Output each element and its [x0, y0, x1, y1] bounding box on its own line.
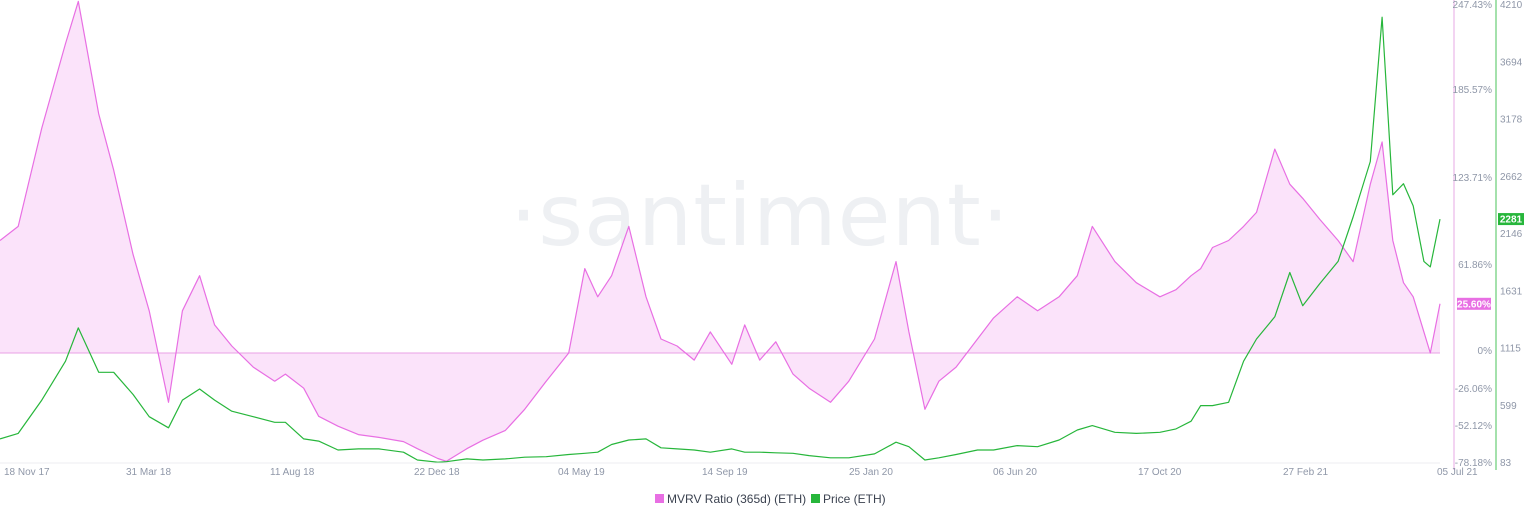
x-tick-label: 22 Dec 18 [414, 467, 460, 478]
y-right-tick-label: 599 [1500, 401, 1517, 412]
y-right-tick-label: 4210 [1500, 0, 1523, 11]
mvrv-line [0, 0, 1441, 462]
x-tick-label: 05 Jul 21 [1437, 467, 1478, 478]
y-right-tick-label: 3694 [1500, 57, 1523, 68]
x-tick-label: 25 Jan 20 [849, 467, 893, 478]
y-left-tick-label: 0% [1478, 346, 1493, 357]
x-tick-label: 06 Jun 20 [993, 467, 1037, 478]
y-left-tick-label: -52.12% [1455, 421, 1492, 432]
y-right-tick-label: 3178 [1500, 115, 1523, 126]
x-tick-label: 11 Aug 18 [270, 467, 315, 478]
y-left-tick-label: 61.86% [1458, 260, 1492, 271]
price-current-label: 2281 [1500, 215, 1523, 226]
y-right-tick-label: 1631 [1500, 286, 1523, 297]
x-tick-label: 31 Mar 18 [126, 467, 171, 478]
y-left-tick-label: 247.43% [1453, 0, 1493, 11]
x-tick-label: 27 Feb 21 [1283, 467, 1328, 478]
legend-label-mvrv: MVRV Ratio (365d) (ETH) [667, 492, 806, 506]
price-line [0, 16, 1441, 463]
y-right-tick-label: 83 [1500, 458, 1512, 469]
y-right-tick-label: 2662 [1500, 172, 1523, 183]
y-left-tick-label: -78.18% [1455, 458, 1492, 469]
mvrv-current-badge [1457, 297, 1491, 310]
mvrv-current-label: 25.60% [1457, 299, 1491, 310]
y-left-tick-label: -26.06% [1455, 384, 1492, 395]
x-tick-label: 04 May 19 [558, 467, 605, 478]
legend-label-price: Price (ETH) [823, 492, 886, 506]
x-tick-label: 14 Sep 19 [702, 467, 748, 478]
santiment-watermark: ·santiment· [510, 166, 1010, 266]
legend-swatch-price [811, 494, 820, 503]
y-left-tick-label: 123.71% [1453, 173, 1493, 184]
x-tick-label: 18 Nov 17 [4, 467, 50, 478]
y-right-tick-label: 2146 [1500, 229, 1523, 240]
price-current-badge [1498, 213, 1524, 226]
x-tick-label: 17 Oct 20 [1138, 467, 1182, 478]
mvrv-area-fill [0, 1, 1440, 462]
y-left-tick-label: 185.57% [1453, 85, 1493, 96]
y-right-tick-label: 1115 [1500, 344, 1521, 355]
legend-swatch-mvrv [655, 494, 664, 503]
